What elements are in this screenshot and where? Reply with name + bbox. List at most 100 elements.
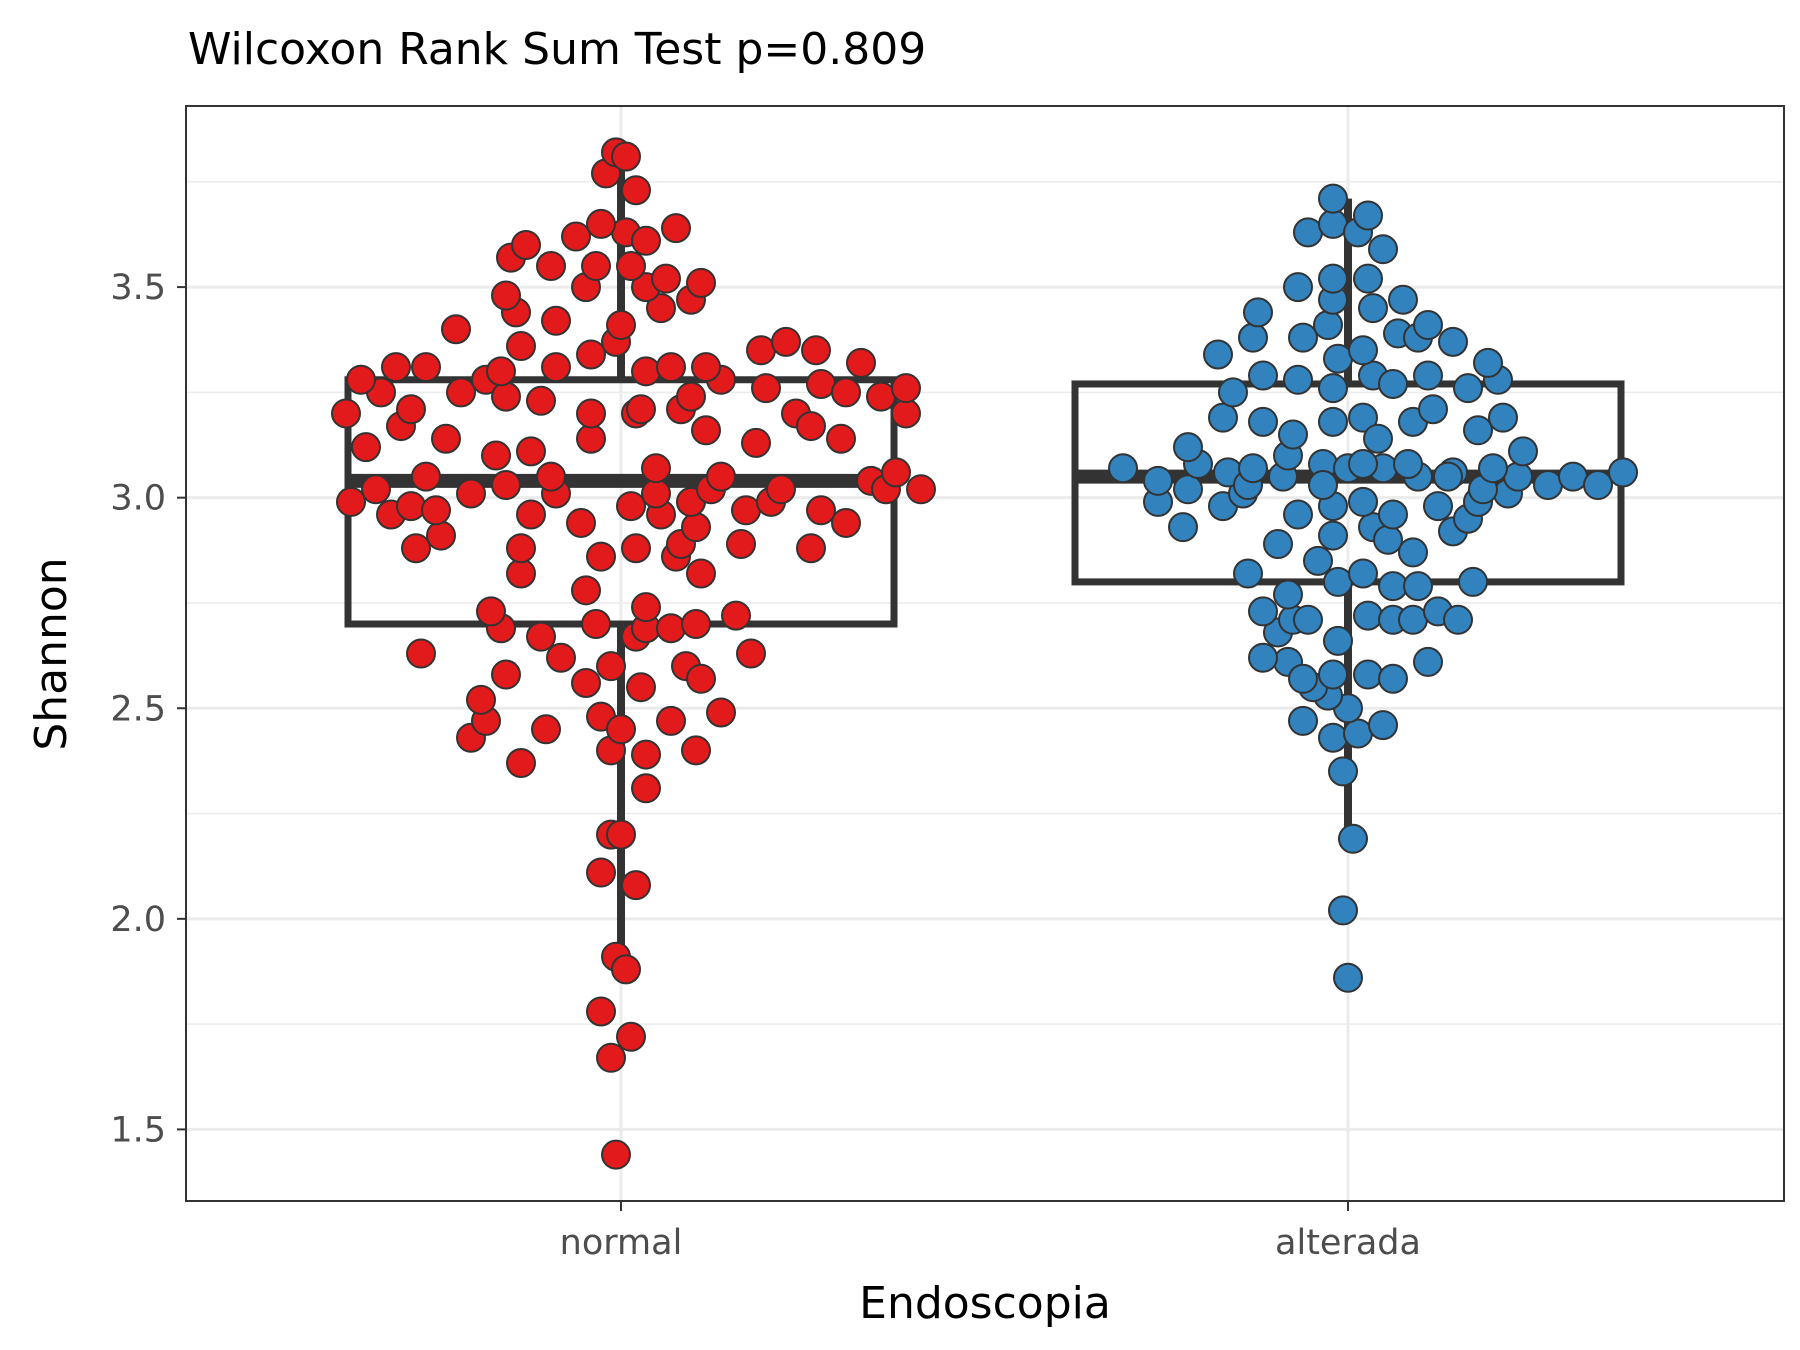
data-point — [1423, 491, 1453, 522]
data-point — [1393, 448, 1423, 479]
data-point — [1368, 710, 1398, 741]
data-point — [631, 225, 661, 256]
data-point — [1283, 364, 1313, 395]
data-point — [361, 474, 391, 505]
data-point — [1143, 465, 1173, 496]
data-point — [601, 1139, 631, 1170]
data-point — [576, 423, 606, 454]
data-point — [1248, 360, 1278, 391]
data-point — [681, 609, 711, 640]
data-point — [746, 335, 776, 366]
data-point — [726, 529, 756, 559]
data-point — [1338, 823, 1368, 854]
data-point — [631, 739, 661, 770]
data-point — [1388, 284, 1418, 315]
series-normal — [331, 137, 936, 1170]
data-point — [531, 714, 561, 745]
data-point — [631, 356, 661, 387]
data-point — [566, 507, 596, 538]
data-point — [1288, 322, 1318, 353]
data-point — [581, 609, 611, 640]
data-point — [621, 533, 651, 564]
data-point — [616, 491, 646, 522]
data-point — [686, 663, 716, 694]
data-point — [491, 280, 521, 311]
data-point — [1208, 402, 1238, 433]
data-point — [621, 175, 651, 206]
data-point — [1308, 470, 1338, 501]
data-point — [596, 1042, 626, 1073]
data-point — [611, 954, 641, 985]
data-point — [1108, 453, 1138, 484]
data-point — [801, 335, 831, 366]
data-point — [576, 339, 606, 370]
data-point — [866, 381, 896, 412]
data-point — [1343, 718, 1373, 749]
data-point — [536, 461, 566, 492]
data-point — [596, 651, 626, 682]
data-point — [1318, 659, 1348, 690]
data-point — [426, 520, 456, 551]
data-point — [641, 478, 671, 509]
data-point — [1398, 537, 1428, 568]
data-point — [676, 381, 706, 412]
data-point — [1378, 663, 1408, 694]
data-point — [1473, 347, 1503, 378]
y-axis-title: Shannon — [26, 557, 77, 750]
data-point — [396, 491, 426, 522]
data-point — [336, 486, 366, 517]
data-point — [681, 735, 711, 766]
data-point — [1413, 310, 1443, 340]
data-point — [1348, 448, 1378, 479]
data-point — [526, 385, 556, 416]
data-point — [1463, 415, 1493, 446]
data-point — [541, 352, 571, 383]
data-point — [1418, 394, 1448, 425]
data-point — [656, 705, 686, 736]
data-point — [1413, 646, 1443, 677]
data-point — [421, 495, 451, 526]
data-point — [1318, 263, 1348, 294]
x-tick-label-alterada: alterada — [1275, 1223, 1421, 1263]
data-point — [1458, 566, 1488, 597]
data-point — [586, 541, 616, 572]
data-point — [411, 461, 441, 492]
data-point — [831, 377, 861, 408]
data-point — [1378, 368, 1408, 399]
data-point — [1348, 486, 1378, 517]
data-point — [826, 423, 856, 454]
data-point — [381, 352, 411, 383]
data-point — [576, 398, 606, 429]
data-point — [586, 996, 616, 1027]
data-point — [1318, 722, 1348, 753]
data-point — [401, 533, 431, 564]
data-point — [1263, 529, 1293, 559]
data-point — [1443, 604, 1473, 635]
data-point — [396, 394, 426, 425]
data-point — [1313, 310, 1343, 340]
data-point — [491, 470, 521, 501]
data-point — [706, 697, 736, 728]
data-point — [536, 251, 566, 282]
data-point — [1373, 524, 1403, 555]
data-point — [656, 352, 686, 383]
data-point — [1323, 343, 1353, 374]
data-point — [481, 440, 511, 471]
data-point — [1608, 457, 1638, 488]
y-tick-label: 2.5 — [110, 689, 166, 729]
data-point — [1283, 272, 1313, 303]
data-point — [1488, 402, 1518, 433]
data-point — [1318, 373, 1348, 404]
data-point — [891, 398, 921, 429]
data-point — [771, 326, 801, 357]
data-point — [831, 507, 861, 538]
data-point — [646, 293, 676, 324]
data-point — [1323, 625, 1353, 656]
axis-ticks: 1.5 2.0 2.5 3.0 3.5 normal alterada — [110, 268, 1421, 1263]
data-point — [626, 672, 656, 703]
x-tick-label-normal: normal — [560, 1223, 683, 1263]
data-point — [1353, 659, 1383, 690]
data-point — [766, 474, 796, 505]
data-point — [456, 478, 486, 509]
